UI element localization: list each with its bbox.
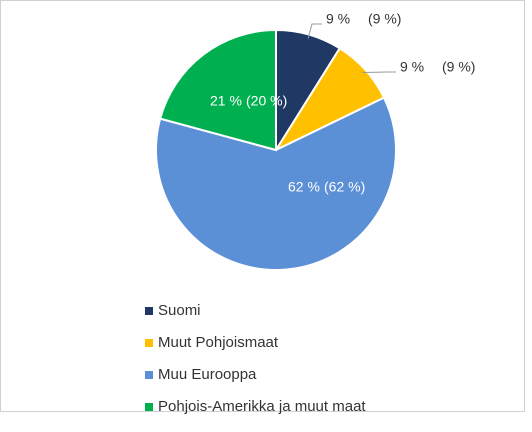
leader-line (362, 71, 396, 74)
legend-swatch (145, 339, 153, 347)
pie-slice (155, 96, 397, 271)
legend-label: Muu Eurooppa (158, 366, 257, 383)
legend-swatch (145, 307, 153, 315)
legend-label: Suomi (158, 302, 201, 319)
prior-data-label: (9 %) (442, 59, 475, 75)
pie-slice (158, 28, 277, 152)
legend-label: Pohjois-Amerikka ja muut maat (158, 398, 366, 415)
data-label: 9 % (400, 59, 424, 75)
prior-data-label: (20 %) (246, 93, 287, 109)
leader-line (307, 23, 322, 39)
data-label: 21 % (210, 93, 242, 109)
data-label: 62 % (288, 179, 320, 195)
prior-data-label: (9 %) (368, 11, 401, 27)
legend-swatch (145, 371, 153, 379)
legend-label: Muut Pohjoismaat (158, 334, 279, 351)
data-label: 9 % (326, 11, 350, 27)
prior-data-label: (62 %) (324, 179, 365, 195)
legend-swatch (145, 403, 153, 411)
